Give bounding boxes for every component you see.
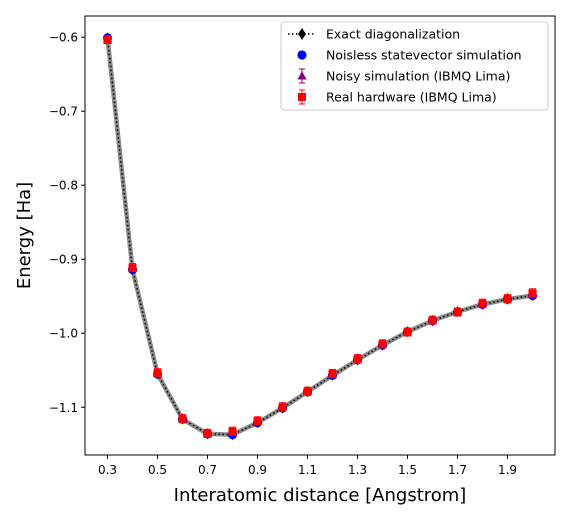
legend-box: [280, 21, 549, 111]
y-tick-label: −1.1: [49, 401, 78, 415]
x-tick-label: 1.5: [398, 463, 417, 477]
hardware-square-point: [528, 289, 537, 298]
hardware-square-point: [478, 299, 487, 308]
hardware-square-point: [228, 427, 237, 436]
y-axis-label: Energy [Ha]: [14, 182, 35, 289]
y-tick-label: −0.7: [49, 105, 78, 119]
hardware-square-point: [278, 403, 287, 412]
x-axis-label: Interatomic distance [Angstrom]: [174, 485, 467, 506]
plot-frame: [84, 15, 556, 456]
hardware-square-point: [153, 369, 162, 378]
x-tick-label: 1.9: [498, 463, 517, 477]
x-tick-label: 1.3: [348, 463, 367, 477]
x-tick-label: 0.9: [248, 463, 267, 477]
hardware-square-point: [178, 415, 187, 424]
x-tick-label: 0.7: [198, 463, 217, 477]
hardware-square-point: [403, 328, 412, 337]
x-axis: 0.3 0.5 0.7 0.9 1.1 1.3 1.5 1.7 1.9: [98, 455, 517, 477]
legend: Exact diagonalization Noisless statevecto…: [280, 21, 549, 111]
hardware-square-point: [503, 295, 512, 304]
legend-circle-icon: [297, 50, 307, 60]
legend-entry-label: Exact diagonalization: [326, 27, 460, 42]
legend-entry-label: Noisless statevector simulation: [326, 48, 522, 63]
hardware-square-point: [303, 387, 312, 396]
y-tick-label: −0.6: [49, 31, 78, 45]
legend-entry-label: Noisy simulation (IBMQ Lima): [326, 69, 510, 84]
y-tick-label: −0.8: [49, 179, 78, 193]
hardware-square-point: [378, 340, 387, 349]
hardware-square-point: [353, 355, 362, 364]
y-tick-label: −0.9: [49, 253, 78, 267]
plot-area: [102, 32, 538, 441]
hardware-square-point: [253, 417, 262, 426]
hardware-square-point: [428, 316, 437, 325]
y-tick-label: −1.0: [49, 327, 78, 341]
hardware-square-point: [453, 308, 462, 317]
x-tick-label: 0.5: [148, 463, 167, 477]
x-tick-label: 1.7: [448, 463, 467, 477]
y-axis: −0.6 −0.7 −0.8 −0.9 −1.0 −1.1: [49, 31, 85, 415]
legend-diamond-icon: [298, 28, 306, 40]
hardware-square-point: [328, 369, 337, 378]
legend-triangle-icon: [297, 71, 307, 80]
x-tick-label: 0.3: [98, 463, 117, 477]
legend-square-icon: [298, 93, 306, 101]
hardware-square-point: [128, 264, 137, 273]
hardware-square-point: [203, 429, 212, 438]
legend-entry-label: Real hardware (IBMQ Lima): [326, 90, 497, 105]
x-tick-label: 1.1: [298, 463, 317, 477]
hardware-square-point: [103, 36, 112, 45]
